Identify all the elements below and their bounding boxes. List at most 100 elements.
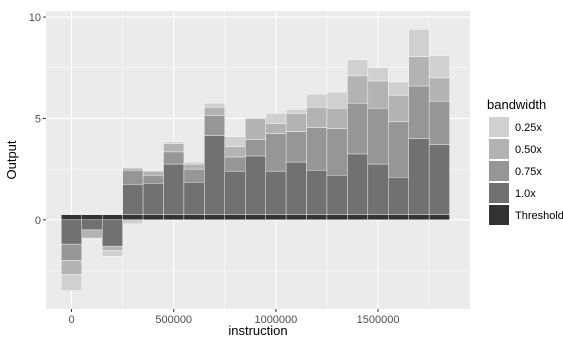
bar-segment-0-75x <box>142 175 164 184</box>
bar-segment-1-0x <box>122 184 144 215</box>
bar-segment-0-25x <box>122 219 144 225</box>
bar-threshold <box>122 214 144 221</box>
bar-threshold <box>61 214 82 221</box>
bar-segment-0-50x <box>306 107 328 128</box>
bar-threshold <box>306 214 328 221</box>
bar-segment-0-50x <box>204 107 225 116</box>
bar-segment-1-0x <box>101 219 123 247</box>
y-axis: 0 5 10 <box>29 12 46 227</box>
bar-threshold <box>163 214 185 221</box>
bar-segment-0-25x <box>347 59 369 77</box>
bar-segment-0-50x <box>265 123 287 134</box>
bar-segment-1-0x <box>224 170 246 215</box>
bar-segment-0-25x <box>408 29 430 57</box>
bar-segment-0-75x <box>428 101 450 145</box>
bar-segment-0-50x <box>81 229 103 239</box>
bar-segment-0-25x <box>428 55 450 79</box>
x-axis-title: instruction <box>228 323 287 338</box>
bar-segment-1-0x <box>347 153 369 215</box>
bar-segment-0-50x <box>163 143 185 153</box>
bar-segment-0-50x <box>101 245 123 251</box>
bar-segment-0-50x <box>367 80 389 109</box>
x-axis: 0 500000 1000000 1500000 <box>68 309 399 326</box>
bar-segment-0-25x <box>183 161 205 165</box>
bar-segment-1-0x <box>428 144 450 215</box>
bar-threshold <box>245 214 266 221</box>
bar-threshold <box>101 214 123 221</box>
legend-key-0-25x <box>489 117 509 137</box>
bar-threshold <box>388 214 409 221</box>
y-tick-label: 5 <box>35 113 41 125</box>
bar-segment-0-50x <box>183 163 205 170</box>
bar-segment-0-75x <box>204 115 225 136</box>
x-tick-label: 0 <box>68 314 74 326</box>
bar-segment-0-75x <box>163 151 185 165</box>
bar-threshold <box>81 214 103 221</box>
bar-segment-0-25x <box>224 136 246 148</box>
bar-segment-1-0x <box>285 161 307 215</box>
bar-segment-1-0x <box>183 182 205 215</box>
bar-threshold <box>265 214 287 221</box>
bar-segment-0-75x <box>367 108 389 165</box>
bar-segment-0-50x <box>428 77 450 102</box>
bar-segment-1-0x <box>142 183 164 215</box>
bar-segment-1-0x <box>367 163 389 215</box>
bar-segment-1-0x <box>204 135 225 215</box>
legend-key-Threshold <box>489 205 509 225</box>
bar-threshold <box>326 214 348 221</box>
bar-segment-1-0x <box>61 219 82 245</box>
bar-threshold <box>183 214 205 221</box>
legend-title: bandwidth <box>487 97 546 112</box>
bar-segment-0-25x <box>326 91 348 109</box>
y-axis-title: Output <box>4 140 19 179</box>
bar-segment-0-25x <box>163 141 185 144</box>
legend-label: 0.75x <box>515 166 542 178</box>
bar-segment-0-75x <box>285 131 307 163</box>
bar-segment-1-0x <box>163 163 185 215</box>
legend-key-0-75x <box>489 161 509 181</box>
bar-segment-0-50x <box>408 56 430 87</box>
bar-segment-0-75x <box>265 133 287 172</box>
bar-segment-0-50x <box>142 170 164 176</box>
bar-segment-1-0x <box>388 177 409 215</box>
bar-threshold <box>347 214 369 221</box>
legend-label: Threshold <box>515 210 563 222</box>
bar-segment-0-75x <box>61 243 82 261</box>
bar-segment-1-0x <box>81 219 103 231</box>
y-tick-label: 10 <box>29 12 41 24</box>
bar-segment-0-75x <box>224 156 246 172</box>
legend-key-1-0x <box>489 183 509 203</box>
legend: bandwidth 0.25x 0.50x 0.75x 1.0x Threshold <box>487 97 563 225</box>
bar-segment-0-25x <box>285 109 307 114</box>
bar-threshold <box>224 214 246 221</box>
x-tick-label: 1000000 <box>254 314 297 326</box>
bars <box>61 29 450 291</box>
bar-segment-0-75x <box>122 169 144 185</box>
legend-label: 0.50x <box>515 144 542 156</box>
legend-label: 1.0x <box>515 188 536 200</box>
bar-segment-0-50x <box>326 108 348 129</box>
legend-key-0-50x <box>489 139 509 159</box>
bar-segment-0-75x <box>245 139 266 157</box>
bar-segment-0-25x <box>306 93 328 108</box>
bar-segment-0-75x <box>306 127 328 171</box>
bar-segment-0-50x <box>224 146 246 158</box>
bar-segment-0-75x <box>183 168 205 183</box>
bar-segment-0-50x <box>122 167 144 171</box>
bar-segment-0-50x <box>388 94 409 122</box>
bar-segment-0-25x <box>265 113 287 124</box>
bar-segment-0-75x <box>388 121 409 178</box>
bar-segment-0-50x <box>245 118 266 140</box>
bar-segment-0-75x <box>408 85 430 139</box>
bar-segment-0-25x <box>204 103 225 108</box>
x-tick-label: 1500000 <box>357 314 400 326</box>
legend-label: 0.25x <box>515 122 542 134</box>
bar-segment-0-75x <box>326 128 348 176</box>
bar-segment-0-50x <box>347 75 369 104</box>
bar-segment-0-25x <box>367 67 389 82</box>
bar-segment-1-0x <box>306 169 328 215</box>
bar-segment-1-0x <box>408 138 430 215</box>
bar-segment-1-0x <box>245 155 266 215</box>
bar-segment-0-25x <box>388 81 409 96</box>
bar-threshold <box>428 214 450 221</box>
